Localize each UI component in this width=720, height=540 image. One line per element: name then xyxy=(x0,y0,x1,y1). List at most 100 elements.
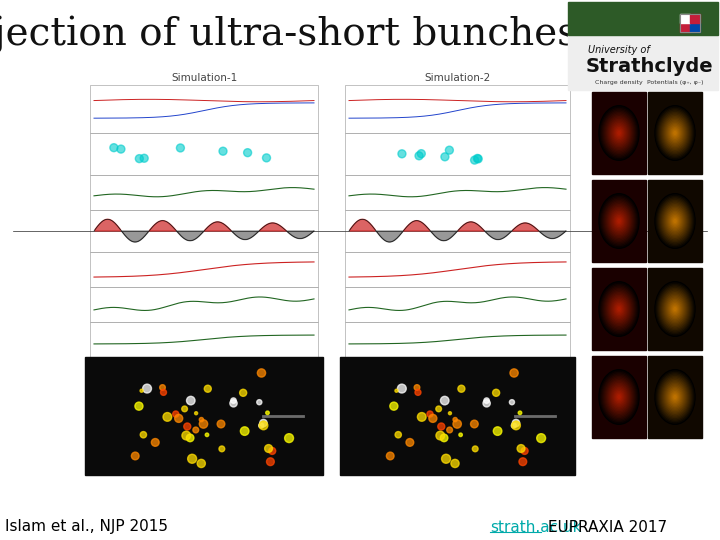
Ellipse shape xyxy=(616,393,622,401)
Bar xyxy=(90,175,318,210)
Bar xyxy=(568,2,718,35)
Ellipse shape xyxy=(673,130,677,136)
Ellipse shape xyxy=(670,214,680,228)
Circle shape xyxy=(240,389,247,396)
Bar xyxy=(85,357,323,475)
Ellipse shape xyxy=(601,373,637,422)
Ellipse shape xyxy=(659,287,691,331)
Bar xyxy=(345,175,570,210)
Ellipse shape xyxy=(617,218,621,224)
Ellipse shape xyxy=(602,374,636,420)
Ellipse shape xyxy=(604,376,634,417)
Ellipse shape xyxy=(660,112,690,153)
Circle shape xyxy=(205,433,209,436)
Ellipse shape xyxy=(605,114,633,152)
Circle shape xyxy=(199,420,207,428)
Circle shape xyxy=(188,454,197,463)
Ellipse shape xyxy=(608,294,630,324)
Circle shape xyxy=(436,431,445,440)
Ellipse shape xyxy=(670,302,680,316)
Ellipse shape xyxy=(616,305,622,313)
Ellipse shape xyxy=(616,129,622,137)
Bar xyxy=(345,252,570,287)
Ellipse shape xyxy=(618,220,620,222)
Ellipse shape xyxy=(657,285,693,334)
Ellipse shape xyxy=(666,384,684,409)
Bar xyxy=(592,356,646,438)
Bar xyxy=(592,92,646,174)
Ellipse shape xyxy=(661,114,689,152)
Circle shape xyxy=(492,389,500,396)
Text: Strathclyde: Strathclyde xyxy=(586,57,714,77)
Ellipse shape xyxy=(618,396,620,399)
Circle shape xyxy=(117,145,125,153)
Circle shape xyxy=(510,369,518,377)
Ellipse shape xyxy=(618,308,620,310)
Circle shape xyxy=(493,427,502,435)
Bar xyxy=(690,14,700,23)
Bar xyxy=(90,85,318,133)
Circle shape xyxy=(186,434,194,442)
Ellipse shape xyxy=(611,122,627,144)
Circle shape xyxy=(110,144,118,152)
Circle shape xyxy=(193,427,199,433)
Ellipse shape xyxy=(665,383,685,410)
Circle shape xyxy=(175,414,183,422)
Ellipse shape xyxy=(608,206,630,236)
Ellipse shape xyxy=(669,125,681,141)
Ellipse shape xyxy=(618,132,620,134)
Circle shape xyxy=(438,423,445,430)
Circle shape xyxy=(204,385,211,392)
Circle shape xyxy=(521,448,528,454)
Ellipse shape xyxy=(661,202,689,240)
Ellipse shape xyxy=(672,217,678,225)
Circle shape xyxy=(173,411,179,417)
Ellipse shape xyxy=(599,282,639,336)
Ellipse shape xyxy=(601,109,637,158)
Bar xyxy=(90,210,318,252)
Circle shape xyxy=(418,150,426,158)
Ellipse shape xyxy=(657,373,693,422)
Ellipse shape xyxy=(608,118,630,148)
Circle shape xyxy=(518,411,522,415)
Ellipse shape xyxy=(613,125,625,141)
Circle shape xyxy=(135,154,143,163)
Text: Charge density: Charge density xyxy=(595,80,643,85)
Ellipse shape xyxy=(606,379,632,415)
Ellipse shape xyxy=(604,200,634,241)
Bar xyxy=(90,133,318,175)
Circle shape xyxy=(260,420,267,427)
Ellipse shape xyxy=(668,300,682,319)
Text: University of: University of xyxy=(588,45,649,55)
Circle shape xyxy=(186,396,195,405)
Circle shape xyxy=(473,154,482,163)
Ellipse shape xyxy=(655,106,695,160)
Circle shape xyxy=(181,406,187,411)
Ellipse shape xyxy=(656,283,694,335)
Ellipse shape xyxy=(670,390,680,404)
Circle shape xyxy=(258,423,264,428)
Ellipse shape xyxy=(655,282,695,336)
Ellipse shape xyxy=(657,197,693,246)
Circle shape xyxy=(257,400,262,405)
Circle shape xyxy=(517,444,525,453)
Ellipse shape xyxy=(602,286,636,332)
Circle shape xyxy=(217,420,225,428)
Ellipse shape xyxy=(600,371,638,423)
Ellipse shape xyxy=(606,115,632,151)
Circle shape xyxy=(140,154,148,162)
Ellipse shape xyxy=(607,381,631,414)
Ellipse shape xyxy=(667,298,683,320)
Ellipse shape xyxy=(663,381,687,414)
Text: Islam et al., NJP 2015: Islam et al., NJP 2015 xyxy=(5,519,168,535)
Circle shape xyxy=(459,433,462,436)
Circle shape xyxy=(446,146,454,154)
Ellipse shape xyxy=(660,376,690,417)
Ellipse shape xyxy=(600,107,638,159)
Circle shape xyxy=(418,413,426,421)
Ellipse shape xyxy=(607,117,631,150)
Circle shape xyxy=(414,384,420,390)
Ellipse shape xyxy=(610,296,628,321)
Ellipse shape xyxy=(610,121,628,145)
Bar xyxy=(90,252,318,287)
